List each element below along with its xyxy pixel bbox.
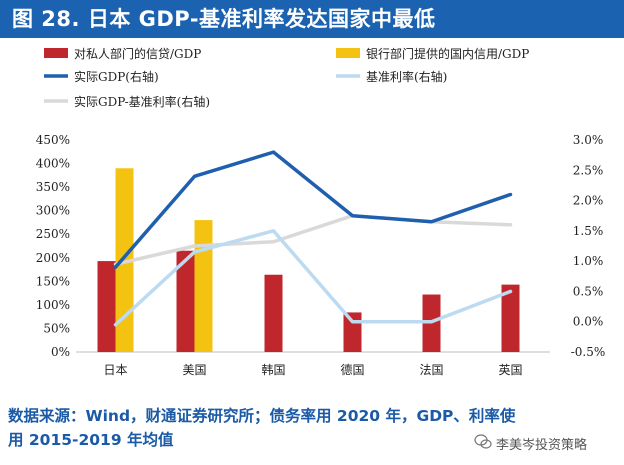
bar-private-credit — [343, 312, 362, 352]
legend-label-real-gdp: 实际GDP(右轴) — [74, 69, 159, 84]
left-tick-label: 200% — [36, 251, 70, 265]
category-label: 日本 — [103, 363, 127, 377]
chart: 对私人部门的信贷/GDP 银行部门提供的国内信用/GDP 实际GDP(右轴) 基… — [36, 46, 606, 377]
legend-label-policy-rate: 基准利率(右轴) — [366, 69, 447, 84]
left-tick-label: 100% — [36, 298, 70, 312]
right-tick-label: 2.0% — [573, 194, 604, 208]
right-tick-label: -0.5% — [571, 345, 606, 359]
left-tick-label: 250% — [36, 227, 70, 241]
line-real-gdp — [113, 150, 513, 269]
line-gdp-minus-rate — [113, 213, 513, 266]
bar-private-credit — [176, 250, 195, 352]
left-tick-label: 150% — [36, 274, 70, 288]
bar-bank-credit — [115, 168, 134, 352]
wechat-icon — [474, 433, 492, 459]
left-axis-ticks: 0% 50% 100% 150% 200% 250% 300% 350% 400% 450% — [36, 133, 70, 359]
category-label: 韩国 — [261, 362, 285, 377]
legend-label-spread: 实际GDP-基准利率(右轴) — [74, 94, 210, 109]
left-tick-label: 400% — [36, 157, 70, 171]
line-policy-rate — [113, 229, 513, 327]
left-tick-label: 0% — [51, 345, 70, 359]
left-tick-label: 450% — [36, 133, 70, 147]
right-tick-label: 1.5% — [573, 224, 604, 238]
source-note: 数据来源：Wind，财通证券研究所；债务率用 2020 年，GDP、利率使 用 … — [8, 404, 618, 452]
right-tick-label: 3.0% — [573, 133, 604, 147]
legend-swatch-bank-credit — [336, 48, 360, 58]
right-tick-label: 1.0% — [573, 254, 604, 268]
category-label: 英国 — [498, 363, 522, 377]
legend: 对私人部门的信贷/GDP 银行部门提供的国内信用/GDP 实际GDP(右轴) 基… — [44, 46, 529, 109]
watermark-text: 李美岑投资策略 — [496, 438, 588, 453]
right-axis-ticks: -0.5% 0.0% 0.5% 1.0% 1.5% 2.0% 2.5% 3.0% — [571, 133, 606, 359]
lines — [113, 150, 513, 327]
left-tick-label: 300% — [36, 204, 70, 218]
legend-swatch-private-credit — [44, 48, 68, 58]
category-label: 德国 — [340, 362, 364, 377]
bar-private-credit — [264, 274, 283, 352]
category-label: 美国 — [182, 363, 206, 377]
left-tick-label: 50% — [43, 321, 70, 335]
right-tick-label: 0.0% — [573, 315, 604, 329]
right-tick-label: 0.5% — [573, 284, 604, 298]
category-label: 法国 — [419, 363, 443, 377]
bar-bank-credit — [194, 220, 213, 352]
source-line-1: 数据来源：Wind，财通证券研究所；债务率用 2020 年，GDP、利率使 — [8, 407, 516, 425]
watermark: 李美岑投资策略 — [474, 433, 622, 459]
left-tick-label: 350% — [36, 180, 70, 194]
legend-label-bank-credit: 银行部门提供的国内信用/GDP — [366, 46, 529, 61]
figure-title: 图 28. 日本 GDP-基准利率发达国家中最低 — [0, 0, 624, 38]
legend-label-private-credit: 对私人部门的信贷/GDP — [74, 46, 201, 61]
bar-private-credit — [501, 284, 520, 352]
bar-private-credit — [97, 261, 116, 352]
right-tick-label: 2.5% — [573, 163, 604, 177]
category-axis-labels: 日本 美国 韩国 德国 法国 英国 — [103, 362, 522, 377]
source-line-2: 用 2015-2019 年均值 — [8, 431, 174, 449]
bars — [97, 168, 520, 352]
